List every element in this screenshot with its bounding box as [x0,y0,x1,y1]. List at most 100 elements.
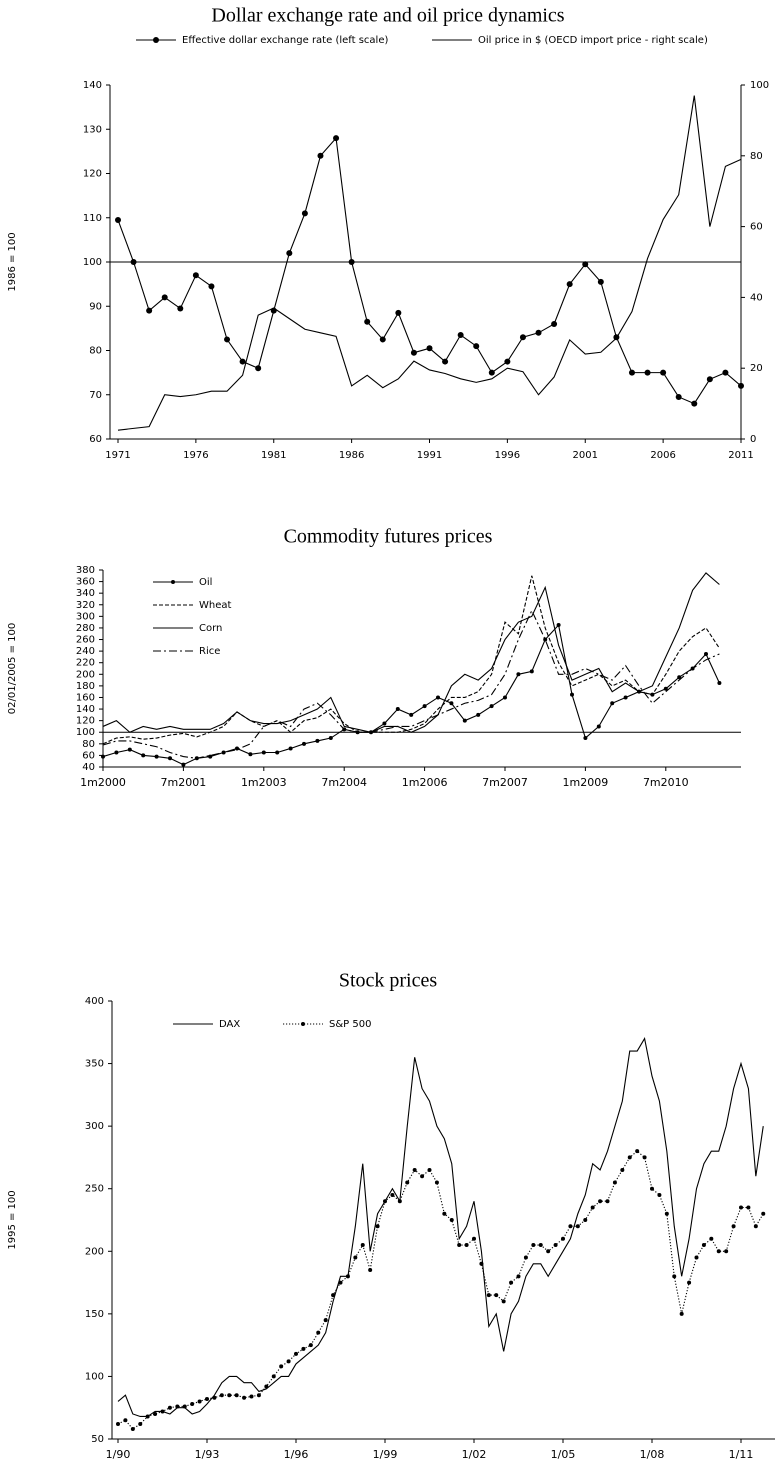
y-tick-label: 320 [76,600,95,611]
series-marker [504,358,511,365]
series-marker [610,701,615,706]
series-marker [556,623,561,628]
y-tick-label: 280 [76,623,95,634]
x-tick-label: 1/99 [373,1448,398,1461]
series-marker [409,712,414,717]
series-marker [582,261,589,268]
series-line [102,623,720,766]
series-marker [256,1393,261,1398]
series-marker [279,1364,284,1369]
series-marker [177,305,184,312]
series-marker [427,1167,432,1172]
x-tick-label: 1/90 [106,1448,131,1461]
series-marker [208,283,215,290]
series-marker [628,369,635,376]
chart-title: Stock prices [339,970,438,992]
series-marker [338,1280,343,1285]
series-marker [353,1255,358,1260]
series-marker [717,680,722,685]
series-marker [333,135,340,142]
y-tick-label: 110 [83,213,102,224]
series-marker [116,1421,120,1426]
series-marker [731,1224,736,1229]
y-tick-label: 200 [76,669,95,680]
chart-title: Commodity futures prices [284,526,493,548]
y2-tick-label: 100 [750,80,769,91]
series-marker [644,369,651,376]
series-marker [141,753,146,758]
x-tick-label: 1/08 [640,1448,665,1461]
chart-title: Dollar exchange rate and oil price dynam… [211,5,564,27]
legend-label: Oil price in $ (OECD import price - righ… [478,35,708,46]
series-marker [345,1274,350,1279]
y-axis-label: 1995 = 100 [7,1190,18,1249]
series-marker [457,332,464,339]
series-marker [642,1155,647,1160]
x-tick-label: 1m2003 [241,776,287,789]
series-marker [724,1249,729,1254]
series-marker [368,1268,373,1273]
series-marker [476,712,481,717]
y2-tick-label: 20 [750,363,763,374]
series-marker [182,1404,187,1409]
series-marker [761,1211,766,1216]
series-marker [331,1293,336,1298]
series-marker [160,1409,165,1414]
series-marker [543,637,548,642]
series-marker [192,272,199,279]
series-marker [503,695,507,700]
series-marker [153,1411,158,1416]
series-marker [489,704,494,709]
x-tick-label: 1996 [495,450,520,461]
series-marker [597,278,604,285]
series-line [102,609,720,759]
y-tick-label: 80 [89,346,102,357]
series-marker [168,756,172,761]
y-tick-label: 100 [85,1371,104,1382]
series-marker [360,1243,365,1248]
series-marker [114,750,119,755]
x-tick-label: 2011 [728,450,753,461]
y-tick-label: 60 [89,434,102,445]
series-marker [412,1167,417,1172]
series-marker [701,1243,706,1248]
series-marker [516,672,521,677]
y2-tick-label: 60 [750,222,763,233]
series-marker [294,1351,298,1356]
series-marker [568,1224,573,1229]
series-marker [395,309,402,316]
series-marker [462,718,467,723]
x-tick-label: 1981 [261,450,286,461]
series-marker [316,1330,321,1335]
series-marker [115,216,121,223]
series-marker [566,281,573,288]
series-marker [379,336,386,343]
series-marker [627,1155,632,1160]
y-tick-label: 130 [83,124,102,135]
series-marker [605,1199,610,1204]
series-marker [663,686,668,691]
y-tick-label: 300 [76,611,95,622]
y-tick-label: 60 [82,750,95,761]
series-marker [553,1243,558,1248]
series-marker [738,382,744,389]
y2-tick-label: 40 [750,292,763,303]
series-marker [479,1261,484,1266]
legend-label: Corn [199,623,222,634]
series-marker [691,400,698,407]
series-marker [531,1243,536,1248]
series-marker [687,1280,692,1285]
series-marker [308,1343,313,1348]
legend-marker [171,580,175,584]
series-marker [716,1249,721,1254]
series-marker [315,738,320,743]
series-marker [123,1418,128,1423]
series-marker [302,741,306,746]
series-marker [271,1374,276,1379]
y-tick-label: 350 [85,1059,104,1070]
series-marker [501,1299,506,1304]
series-marker [583,736,588,741]
series-marker [227,1393,232,1398]
series-marker [205,1396,209,1401]
series-marker [620,1167,625,1172]
